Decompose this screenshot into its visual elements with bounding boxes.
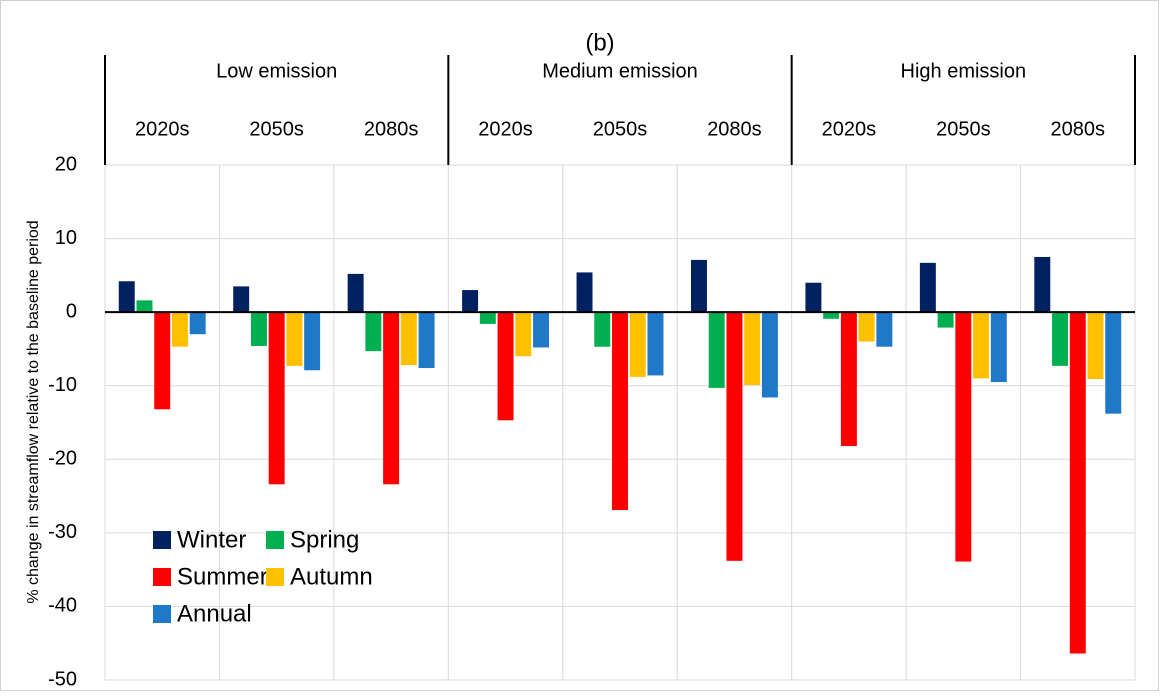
x-tick-label: 2050s (249, 118, 304, 140)
x-tick-label: 2050s (593, 118, 648, 140)
group-label: High emission (901, 60, 1027, 82)
bar (515, 312, 532, 357)
y-tick-label: -40 (48, 595, 77, 617)
bar (647, 312, 664, 376)
bar (462, 290, 479, 313)
legend-swatch (153, 605, 171, 623)
bar (1034, 256, 1051, 313)
bar (497, 312, 514, 421)
bar (858, 312, 875, 342)
group-label: Low emission (216, 60, 337, 82)
bar (805, 282, 822, 313)
y-tick-label: 0 (66, 300, 77, 322)
bar (1069, 312, 1086, 654)
legend-swatch (153, 531, 171, 549)
x-tick-label: 2080s (1051, 118, 1106, 140)
bar (189, 312, 206, 335)
bar (171, 312, 188, 347)
y-axis-label: % change in streamflow relative to the b… (25, 220, 42, 603)
bar (1105, 312, 1122, 414)
x-tick-label: 2020s (822, 118, 877, 140)
y-tick-label: 10 (55, 227, 77, 249)
bar (973, 312, 990, 379)
bar (1087, 312, 1104, 380)
legend-swatch (266, 568, 284, 586)
x-tick-label: 2050s (936, 118, 991, 140)
bar (937, 312, 954, 328)
bar (690, 259, 707, 313)
x-tick-label: 2020s (135, 118, 190, 140)
bar (136, 300, 153, 313)
legend-label: Spring (290, 526, 359, 553)
legend-swatch (266, 531, 284, 549)
x-tick-label: 2020s (478, 118, 533, 140)
y-tick-label: 20 (55, 153, 77, 175)
bar (761, 312, 778, 398)
y-tick-label: -20 (48, 448, 77, 470)
bar (919, 262, 936, 313)
bar (533, 312, 550, 348)
bar (876, 312, 893, 347)
bar (726, 312, 743, 561)
legend-swatch (153, 568, 171, 586)
y-tick-label: -50 (48, 668, 77, 690)
bar (383, 312, 400, 485)
bar (304, 312, 321, 371)
bar (612, 312, 628, 511)
bar (576, 272, 593, 313)
bar (286, 312, 303, 366)
bar (479, 312, 496, 324)
bar (955, 312, 972, 562)
bar (594, 312, 611, 347)
bar (400, 312, 417, 366)
bar (118, 281, 135, 313)
chart-title: (b) (585, 29, 614, 56)
bar (990, 312, 1007, 383)
bar (154, 312, 171, 410)
bar (629, 312, 646, 377)
legend-label: Summer (177, 563, 268, 590)
bar (840, 312, 857, 447)
bar (1052, 312, 1069, 366)
x-tick-label: 2080s (364, 118, 419, 140)
bar (365, 312, 382, 352)
x-tick-label: 2080s (707, 118, 762, 140)
bar (268, 312, 285, 485)
bar (744, 312, 761, 385)
bar (347, 273, 364, 313)
group-label: Medium emission (542, 60, 698, 82)
bar (250, 312, 267, 346)
bar (823, 312, 840, 319)
legend-label: Autumn (290, 563, 373, 590)
bar (708, 312, 725, 388)
bar (418, 312, 435, 369)
legend-label: Annual (177, 600, 252, 627)
bar (233, 286, 250, 313)
y-tick-label: -10 (48, 374, 77, 396)
legend-label: Winter (177, 526, 246, 553)
y-tick-label: -30 (48, 521, 77, 543)
